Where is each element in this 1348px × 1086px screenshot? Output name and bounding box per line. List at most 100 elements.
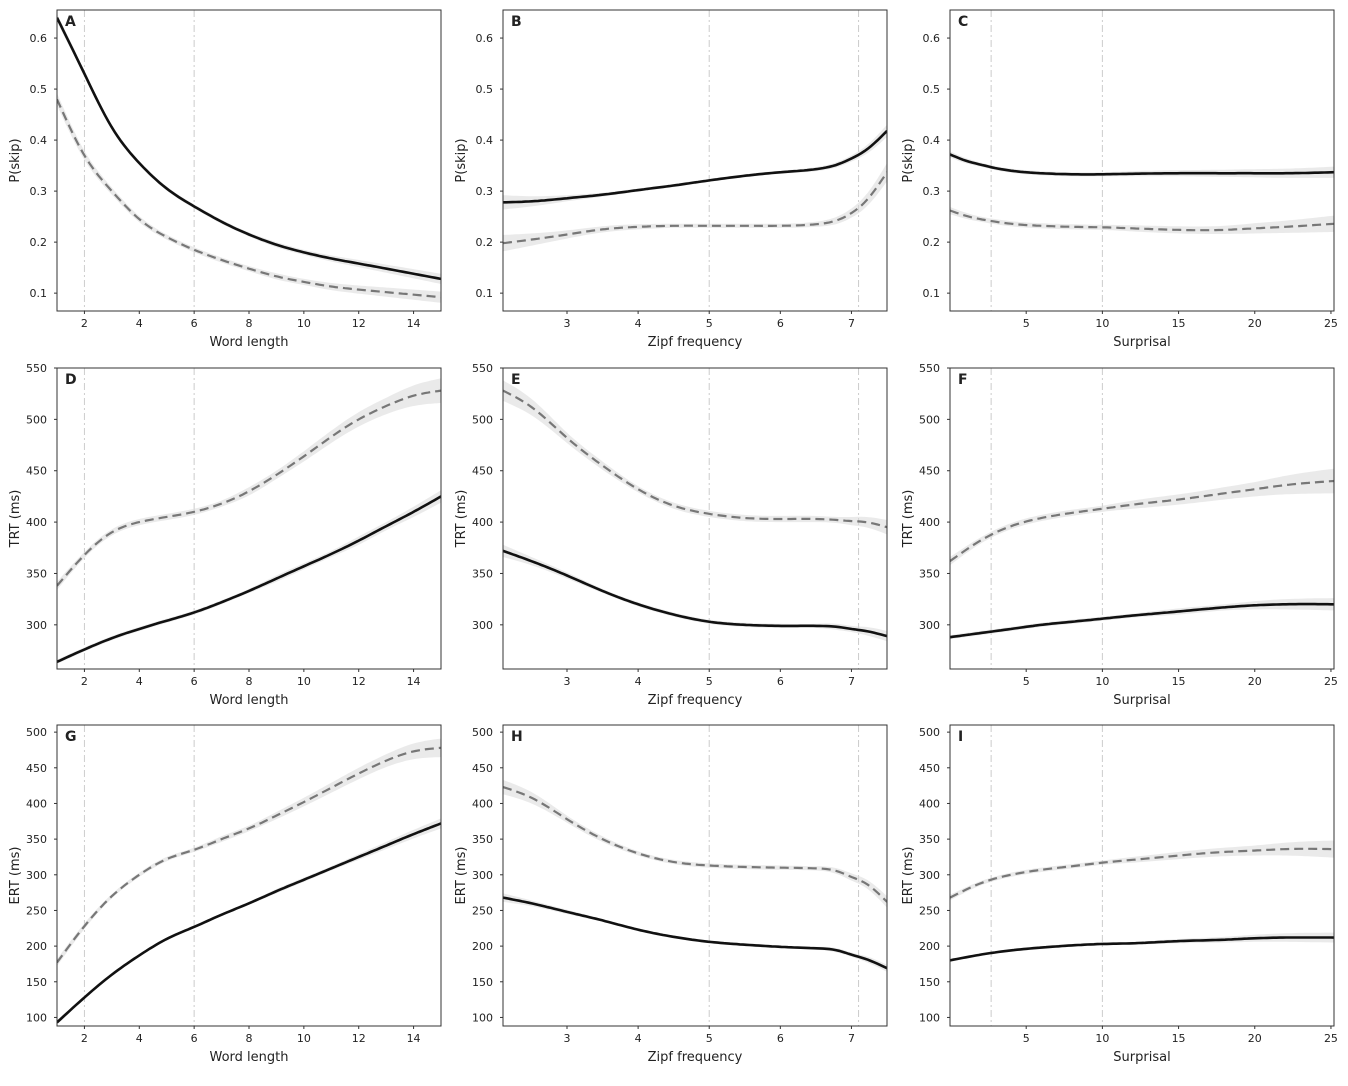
- series-line-dashed: [950, 847, 1334, 899]
- x-axis-label: Zipf frequency: [648, 1050, 743, 1065]
- y-tick-label: 500: [919, 726, 940, 739]
- ci-band-solid: [57, 818, 441, 1025]
- x-tick-label: 6: [777, 317, 784, 330]
- x-tick-label: 20: [1248, 317, 1262, 330]
- y-tick-label: 200: [26, 940, 47, 953]
- y-axis-label: P(skip): [8, 138, 23, 182]
- x-tick-label: 7: [848, 675, 855, 688]
- y-tick-label: 150: [472, 976, 493, 989]
- y-tick-label: 100: [919, 1011, 940, 1024]
- y-tick-label: 500: [472, 726, 493, 739]
- x-tick-label: 2: [81, 317, 88, 330]
- panel-g: 2 4 6 8 10 12 14 100 150 200 250 300 350 400 450 500 Wor…: [8, 724, 442, 1065]
- panel-e: 3 4 5 6 7 300 350 400 450 500 550 Zipf frequency TRT…: [454, 362, 888, 708]
- ci-band-dashed: [503, 779, 887, 908]
- ci-band-dashed: [57, 378, 441, 590]
- series-line-dashed: [503, 171, 887, 245]
- x-tick-label: 25: [1324, 675, 1338, 688]
- panel-letter: F: [958, 372, 968, 388]
- x-tick-label: 4: [635, 675, 642, 688]
- y-axis-label: P(skip): [454, 138, 469, 182]
- panel-i: 5 10 15 20 25 100 150 200 250 300 350 400 450 500 Surp…: [901, 724, 1338, 1065]
- y-tick-label: 0.2: [476, 236, 494, 249]
- y-tick-label: 500: [472, 413, 493, 426]
- panel-letter: C: [958, 14, 968, 30]
- ci-band-dashed: [950, 840, 1334, 901]
- y-tick-label: 300: [919, 869, 940, 882]
- y-tick-label: 400: [26, 516, 47, 529]
- plot-frame: [949, 724, 1335, 1027]
- y-tick-label: 350: [26, 833, 47, 846]
- y-tick-label: 0.2: [923, 236, 941, 249]
- x-tick-label: 6: [191, 675, 198, 688]
- plot-area: [57, 368, 441, 669]
- panel-letter: I: [958, 729, 963, 745]
- y-tick-label: 250: [919, 904, 940, 917]
- y-tick-label: 450: [26, 465, 47, 478]
- series-line-dashed: [57, 98, 441, 299]
- x-tick-label: 6: [191, 1032, 198, 1045]
- x-tick-label: 15: [1172, 675, 1186, 688]
- x-tick-label: 10: [1095, 675, 1109, 688]
- y-tick-label: 300: [472, 619, 493, 632]
- plot-area: [57, 10, 441, 311]
- x-tick-label: 4: [635, 317, 642, 330]
- plot-area: [950, 725, 1334, 1026]
- y-tick-label: 400: [472, 516, 493, 529]
- x-axis-label: Zipf frequency: [648, 335, 743, 350]
- x-axis-label: Word length: [210, 1050, 289, 1065]
- ci-band-dashed: [950, 206, 1334, 234]
- y-tick-label: 0.1: [923, 287, 941, 300]
- plot-frame: [949, 367, 1335, 670]
- y-tick-label: 450: [919, 465, 940, 478]
- plot-area: [57, 725, 441, 1026]
- series-line-solid: [950, 153, 1334, 176]
- x-tick-label: 5: [706, 675, 713, 688]
- panel-letter: D: [65, 372, 77, 388]
- panel-h: 3 4 5 6 7 100 150 200 250 300 350 400 450 500 Zipf fre…: [454, 724, 888, 1065]
- y-tick-label: 0.5: [30, 83, 48, 96]
- x-tick-label: 3: [564, 675, 571, 688]
- panel-a: 2 4 6 8 10 12 14 0.1 0.2 0.3 0.4 0.5 0.6 Word length P…: [8, 9, 442, 350]
- y-tick-label: 350: [472, 567, 493, 580]
- ci-band-solid: [950, 598, 1334, 640]
- y-tick-label: 0.4: [476, 134, 494, 147]
- y-axis-label: ERT (ms): [901, 847, 916, 905]
- x-tick-label: 7: [848, 1032, 855, 1045]
- x-tick-label: 12: [352, 317, 366, 330]
- y-tick-label: 350: [472, 833, 493, 846]
- y-tick-label: 0.6: [476, 32, 494, 45]
- plot-frame: [56, 724, 442, 1027]
- y-tick-label: 300: [472, 869, 493, 882]
- y-tick-label: 0.5: [476, 83, 494, 96]
- y-tick-label: 550: [919, 362, 940, 375]
- y-tick-label: 400: [472, 797, 493, 810]
- x-tick-label: 14: [407, 1032, 421, 1045]
- x-tick-label: 14: [407, 675, 421, 688]
- x-tick-label: 4: [136, 317, 143, 330]
- y-tick-label: 450: [26, 762, 47, 775]
- panel-letter: E: [511, 372, 521, 388]
- x-tick-label: 5: [706, 1032, 713, 1045]
- x-tick-label: 5: [1023, 675, 1030, 688]
- plot-area: [503, 368, 887, 669]
- x-axis-label: Surprisal: [1113, 693, 1170, 708]
- y-tick-label: 0.4: [30, 134, 48, 147]
- y-axis-label: ERT (ms): [8, 847, 23, 905]
- ci-band-dashed: [57, 738, 441, 967]
- y-tick-label: 550: [472, 362, 493, 375]
- x-tick-label: 10: [297, 1032, 311, 1045]
- series-line-solid: [503, 129, 887, 204]
- panel-c: 5 10 15 20 25 0.1 0.2 0.3 0.4 0.5 0.6 Surprisal P(sk…: [901, 9, 1338, 350]
- x-tick-label: 6: [777, 675, 784, 688]
- y-tick-label: 0.3: [476, 185, 494, 198]
- plot-area: [503, 725, 887, 1026]
- x-tick-label: 7: [848, 317, 855, 330]
- x-tick-label: 2: [81, 1032, 88, 1045]
- x-axis-label: Zipf frequency: [648, 693, 743, 708]
- y-tick-label: 500: [26, 726, 47, 739]
- x-tick-label: 14: [407, 317, 421, 330]
- y-tick-label: 500: [26, 413, 47, 426]
- x-tick-label: 20: [1248, 675, 1262, 688]
